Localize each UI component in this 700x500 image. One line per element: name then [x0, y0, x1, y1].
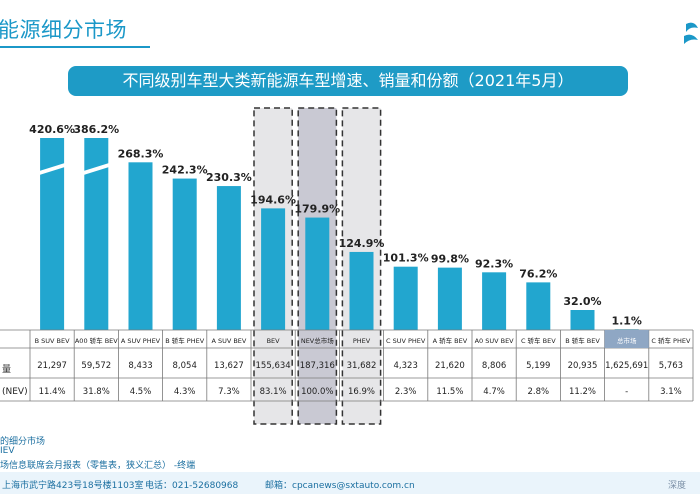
bar-value-label: 268.3%: [118, 147, 164, 160]
share-value-label: -: [625, 387, 628, 397]
sales-value-label: 21,297: [37, 361, 67, 371]
bar: [216, 186, 241, 330]
category-tick-label: B SUV BEV: [35, 337, 70, 345]
share-value-label: 100.0%: [301, 387, 333, 397]
share-value-label: 3.1%: [660, 387, 682, 397]
sales-value-label: 187,316: [300, 361, 335, 371]
title-underline: [0, 46, 150, 48]
bar: [437, 267, 462, 330]
share-value-label: 4.5%: [130, 387, 152, 397]
share-value-label: 11.5%: [436, 387, 463, 397]
share-value-label: 31.8%: [83, 387, 110, 397]
share-value-label: 4.7%: [483, 387, 505, 397]
sales-value-label: 155,634: [256, 361, 291, 371]
bar: [570, 310, 595, 330]
bar: [393, 266, 418, 330]
row-label-share: (NEV): [2, 387, 28, 397]
row-label-sales: 量: [2, 364, 11, 375]
category-tick-label: C 轿车 BEV: [521, 336, 556, 345]
bar-value-label: 194.6%: [250, 193, 296, 206]
sales-value-label: 1,625,691: [605, 361, 648, 371]
sales-value-label: 5,763: [659, 361, 683, 371]
share-value-label: 83.1%: [260, 387, 287, 397]
bar-value-label: 92.3%: [475, 257, 513, 270]
bar-value-label: 242.3%: [162, 164, 208, 177]
category-tick-label: A 轿车 BEV: [433, 336, 468, 345]
bar-value-label: 32.0%: [563, 295, 601, 308]
sales-value-label: 13,627: [214, 361, 244, 371]
category-tick-label: B 轿车 BEV: [565, 336, 600, 345]
bar-value-label: 1.1%: [611, 314, 642, 327]
sales-value-label: 8,433: [128, 361, 152, 371]
category-tick-label: NEV总市场: [301, 336, 334, 345]
bar-value-label: 179.9%: [294, 203, 340, 216]
axis-break-mark: [36, 162, 69, 176]
category-tick-label: PHEV: [353, 337, 371, 345]
bar-value-label: 386.2%: [73, 123, 119, 136]
sales-value-label: 20,935: [568, 361, 598, 371]
sales-value-label: 8,054: [173, 361, 197, 371]
category-tick-label: C 轿车 PHEV: [651, 336, 691, 345]
share-value-label: 4.3%: [174, 387, 196, 397]
note-line-2: IEV: [0, 446, 15, 456]
bar: [526, 282, 551, 330]
bar-value-label: 420.6%: [29, 123, 75, 136]
sales-value-label: 21,620: [435, 361, 465, 371]
bar-value-label: 124.9%: [339, 237, 385, 250]
bar: [172, 178, 197, 330]
bar-value-label: 230.3%: [206, 171, 252, 184]
category-tick-label: A SUV PHEV: [121, 337, 161, 345]
bar-value-label: 76.2%: [519, 267, 557, 280]
category-tick-label: A SUV BEV: [211, 337, 246, 345]
category-tick-label: A0 SUV BEV: [475, 337, 515, 345]
category-tick-label: A00 轿车 BEV: [75, 336, 118, 345]
bar-value-label: 99.8%: [431, 253, 469, 266]
sales-value-label: 4,323: [394, 361, 418, 371]
share-value-label: 2.8%: [527, 387, 549, 397]
footer-bar: [0, 472, 700, 494]
footer-email: 邮箱：cpcanews@sxtauto.com.cn: [265, 481, 415, 491]
sales-value-label: 31,682: [347, 361, 377, 371]
sales-value-label: 59,572: [81, 361, 111, 371]
page-title: 能源细分市场: [0, 18, 127, 42]
cpca-logo-icon: [684, 22, 698, 44]
share-value-label: 11.2%: [569, 387, 596, 397]
sales-value-label: 8,806: [482, 361, 506, 371]
footer-address: 上海市武宁路423号18号楼1103室: [2, 481, 144, 491]
footer-phone: 电话：021-52680968: [145, 481, 239, 491]
bar: [261, 208, 286, 330]
note-line-3: 场信息联席会月报表（零售表，狭义汇总） -终端: [0, 461, 196, 471]
share-value-label: 16.9%: [348, 387, 375, 397]
note-line-1: 的细分市场: [0, 437, 46, 447]
bar-value-label: 101.3%: [383, 252, 429, 265]
category-tick-label: B 轿车 PHEV: [165, 336, 205, 345]
share-value-label: 11.4%: [39, 387, 66, 397]
chart-banner-title: 不同级别车型大类新能源车型增速、销量和份额（2021年5月）: [68, 66, 628, 96]
share-value-label: 2.3%: [395, 387, 417, 397]
share-value-label: 7.3%: [218, 387, 240, 397]
category-tick-label: C SUV PHEV: [386, 337, 426, 345]
bar: [349, 251, 374, 330]
bar: [482, 272, 507, 330]
sales-value-label: 5,199: [526, 361, 550, 371]
total-market-cell: [604, 330, 649, 348]
axis-break-mark: [80, 162, 113, 176]
category-tick-label: BEV: [267, 337, 281, 345]
category-tick-label: 总市场: [617, 336, 637, 345]
bar: [305, 217, 330, 330]
footer-brand: 深度: [668, 481, 687, 491]
bar: [128, 162, 153, 330]
